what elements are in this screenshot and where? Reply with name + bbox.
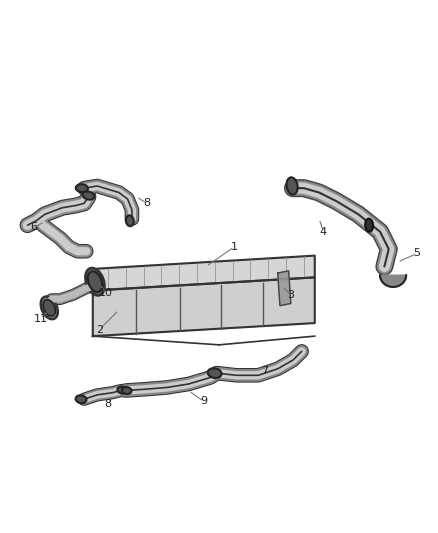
- Ellipse shape: [365, 219, 373, 232]
- Text: 11: 11: [34, 314, 48, 324]
- Ellipse shape: [43, 300, 56, 316]
- Polygon shape: [97, 256, 315, 290]
- Text: 6: 6: [31, 222, 38, 232]
- Text: 2: 2: [96, 325, 103, 335]
- Text: 8: 8: [144, 198, 151, 208]
- Ellipse shape: [76, 395, 86, 403]
- Ellipse shape: [88, 271, 102, 292]
- Text: 10: 10: [99, 288, 113, 297]
- Ellipse shape: [41, 296, 58, 319]
- Text: 3: 3: [287, 290, 294, 300]
- Ellipse shape: [208, 368, 222, 378]
- Ellipse shape: [76, 184, 88, 192]
- Text: 9: 9: [200, 397, 207, 407]
- Text: 4: 4: [320, 227, 327, 237]
- Text: 5: 5: [413, 248, 420, 259]
- Ellipse shape: [85, 268, 105, 295]
- Text: 8: 8: [104, 399, 112, 409]
- Text: 7: 7: [261, 366, 268, 376]
- Polygon shape: [278, 271, 291, 305]
- Ellipse shape: [126, 215, 134, 226]
- Polygon shape: [380, 275, 406, 287]
- Polygon shape: [93, 277, 315, 336]
- Ellipse shape: [122, 387, 131, 394]
- Text: 1: 1: [231, 242, 238, 252]
- Ellipse shape: [286, 177, 298, 195]
- Ellipse shape: [82, 191, 95, 200]
- Ellipse shape: [117, 386, 127, 394]
